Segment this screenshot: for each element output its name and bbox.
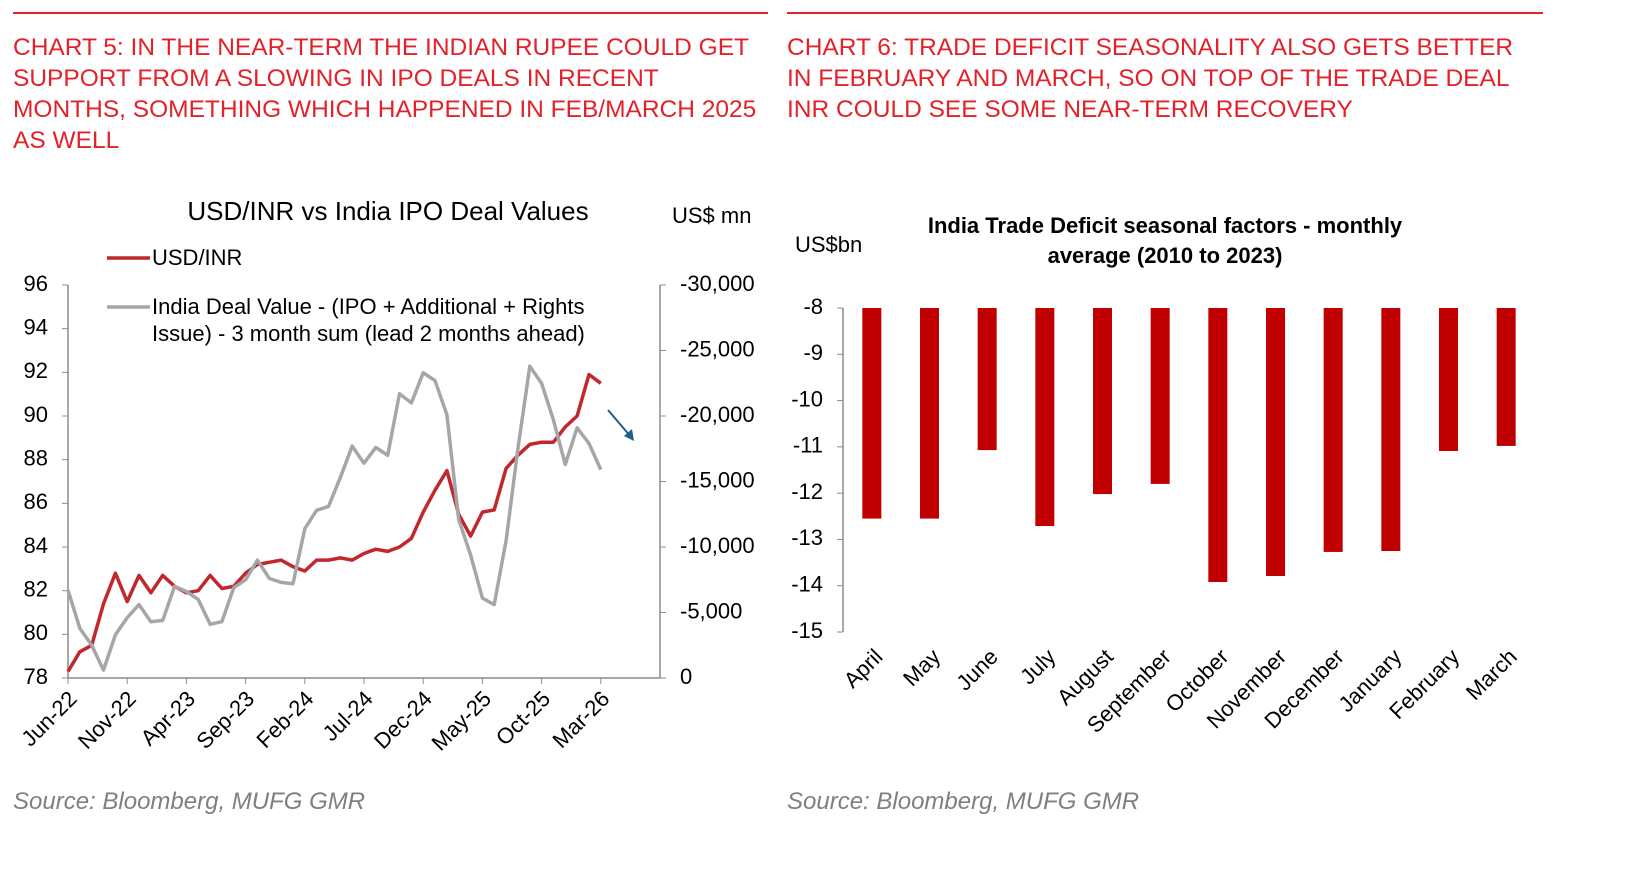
arrow-head [624, 429, 634, 441]
source: Source: Bloomberg, MUFG GMR [787, 788, 1140, 815]
y-tick-label: 82 [24, 576, 48, 601]
y-tick-label: -12 [791, 479, 823, 504]
bar [1266, 308, 1285, 576]
y-tick-label: 92 [24, 358, 48, 383]
source: Source: Bloomberg, MUFG GMR [13, 788, 366, 815]
y-tick-label: -9 [803, 340, 823, 365]
x-tick-label: Nov-22 [73, 686, 141, 754]
y2-tick-label: -10,000 [680, 533, 755, 558]
y2-tick-label: 0 [680, 664, 692, 689]
y-tick-label: -10 [791, 386, 823, 411]
chart-title: USD/INR vs India IPO Deal Values [187, 196, 588, 226]
series-line [66, 372, 602, 673]
legend-label: India Deal Value - (IPO + Additional + R… [152, 294, 585, 346]
x-tick-label: March [1461, 644, 1522, 705]
x-tick-label: July [1015, 644, 1060, 689]
y-tick-label: -15 [791, 618, 823, 643]
bar [977, 308, 997, 451]
axis-label: US$bn [795, 232, 862, 257]
x-tick-label: Apr-23 [136, 686, 200, 750]
y-tick-label: -8 [803, 294, 823, 319]
chart-title: India Trade Deficit seasonal factors - m… [927, 213, 1403, 268]
x-tick-label: Dec-24 [369, 686, 437, 754]
y-tick-label: 94 [24, 314, 48, 339]
bar [862, 308, 882, 519]
x-tick-label: June [951, 644, 1002, 695]
x-tick-label: Jun-22 [16, 686, 81, 751]
y2-tick-label: -25,000 [680, 336, 755, 361]
y2-tick-label: -5,000 [680, 598, 742, 623]
bar [1496, 308, 1516, 446]
y-tick-label: 84 [24, 533, 48, 558]
bar [1439, 308, 1458, 452]
bar [1035, 308, 1055, 527]
y-tick-label: 80 [24, 620, 48, 645]
rule [787, 12, 1543, 14]
x-tick-label: April [839, 644, 888, 693]
x-tick-label: Mar-26 [547, 686, 614, 753]
y-tick-label: 90 [24, 402, 48, 427]
y-tick-label: -13 [791, 525, 823, 550]
series-line [66, 364, 603, 672]
bar [1208, 308, 1228, 583]
heading: CHART 6: TRADE DEFICIT SEASONALITY ALSO … [787, 34, 1514, 123]
bar [1323, 308, 1343, 552]
y2-tick-label: -20,000 [680, 402, 755, 427]
x-tick-label: Sep-23 [191, 686, 259, 754]
arrow [607, 409, 632, 438]
y-tick-label: -11 [793, 433, 823, 458]
axis-label: US$ mn [672, 203, 751, 228]
y2-tick-label: -30,000 [680, 271, 755, 296]
x-tick-label: May [898, 644, 945, 691]
x-tick-label: May-25 [426, 686, 496, 756]
heading: CHART 5: IN THE NEAR-TERM THE INDIAN RUP… [13, 34, 757, 154]
y-tick-label: 88 [24, 445, 48, 470]
x-tick-label: Oct-25 [491, 686, 555, 750]
bar [920, 308, 939, 519]
y-tick-label: 96 [24, 271, 48, 296]
y-tick-label: -14 [791, 572, 823, 597]
rule [13, 12, 768, 14]
x-tick-label: Feb-24 [251, 686, 318, 753]
bar [1381, 308, 1401, 551]
bar [1093, 308, 1112, 495]
legend-label: USD/INR [152, 245, 243, 270]
bar [1150, 308, 1170, 484]
y2-tick-label: -15,000 [680, 467, 755, 492]
y-tick-label: 86 [24, 489, 48, 514]
y-tick-label: 78 [24, 664, 48, 689]
